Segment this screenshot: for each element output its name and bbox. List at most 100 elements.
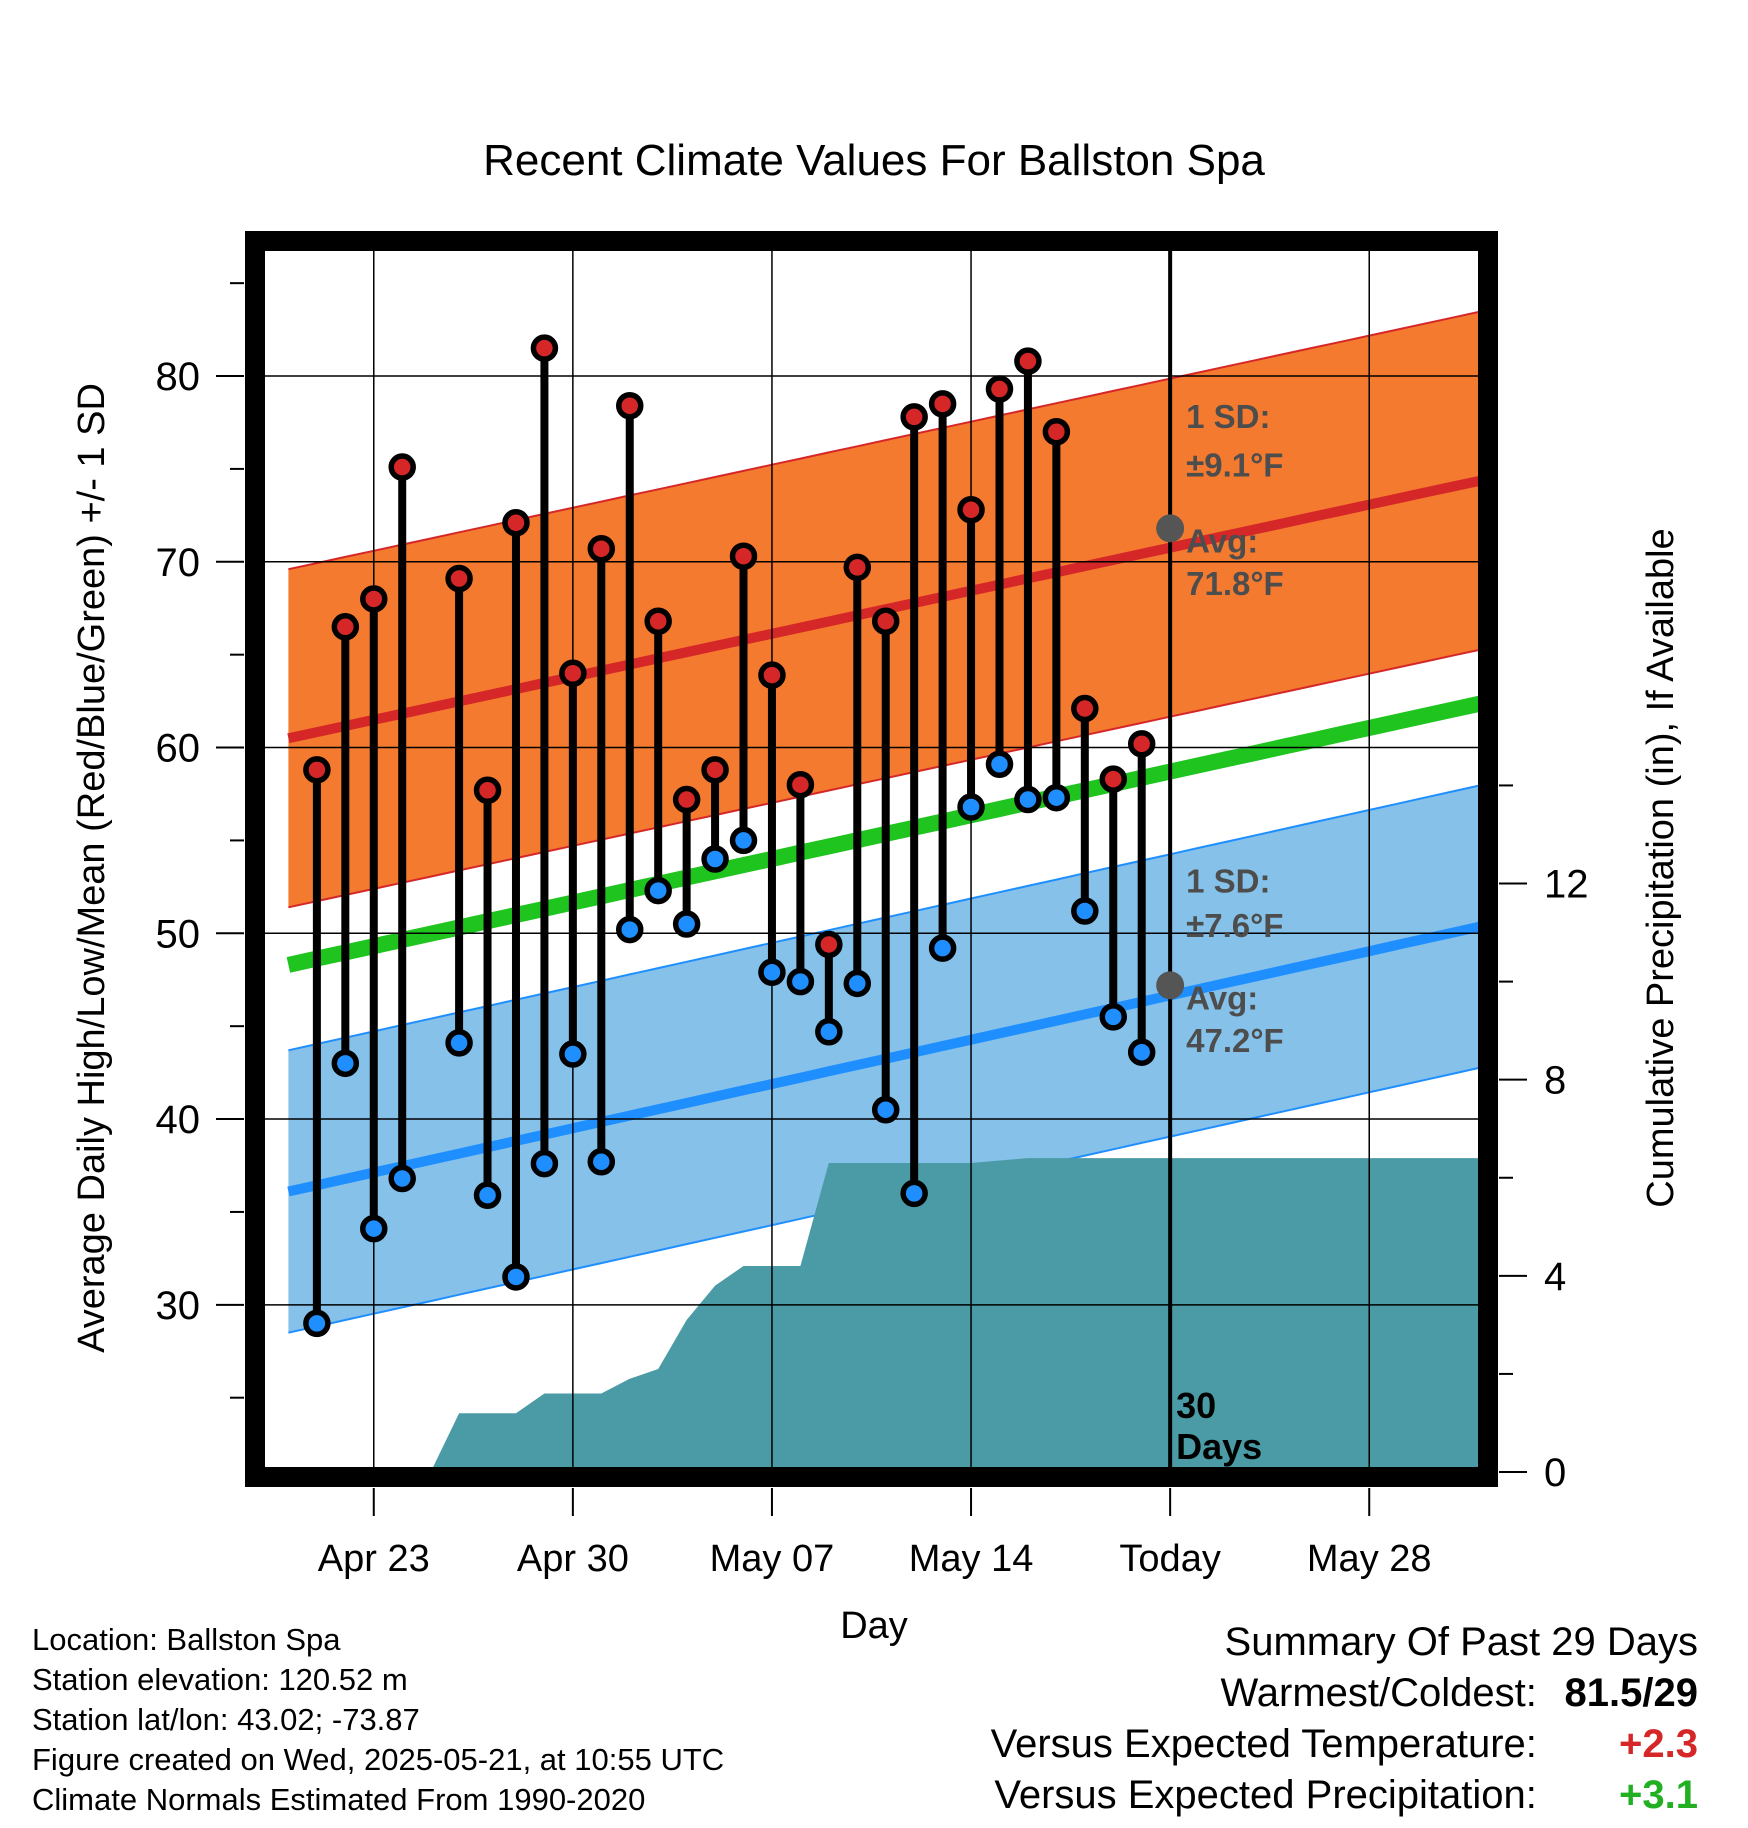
high-sd-value: ±9.1°F: [1186, 446, 1283, 483]
y2-axis-label: Cumulative Precipitation (in), If Availa…: [1640, 528, 1682, 1207]
high-point: [815, 930, 843, 959]
warm-cold-label: Warmest/Coldest:: [1220, 1671, 1537, 1715]
y-tick-label: 30: [156, 1284, 201, 1328]
temp-label: Versus Expected Temperature:: [990, 1722, 1537, 1766]
high-point: [672, 785, 701, 814]
y-tick-label: 50: [156, 912, 201, 956]
low-point: [871, 1096, 900, 1124]
high-sd-upper-line: [288, 310, 1483, 571]
high-point: [928, 390, 957, 418]
today-high-avg-marker: [1156, 514, 1185, 543]
station-info: Location: Ballston Spa Station elevation…: [32, 1620, 724, 1820]
station-latlon: Station lat/lon: 43.02; -73.87: [32, 1702, 420, 1737]
low-point: [1099, 1003, 1128, 1031]
high-point: [1014, 347, 1042, 375]
high-point: [843, 553, 872, 582]
chart-title: Recent Climate Values For Ballston Spa: [483, 136, 1265, 185]
low-point: [900, 1179, 928, 1208]
x-tick-label: May 28: [1307, 1538, 1432, 1580]
low-point: [957, 793, 985, 821]
station-location: Location: Ballston Spa: [32, 1622, 341, 1657]
high-point: [502, 509, 530, 537]
x-tick-label: Apr 30: [517, 1538, 629, 1580]
high-avg-label: Avg:: [1186, 523, 1258, 560]
high-point: [985, 375, 1014, 403]
low-point: [843, 969, 872, 998]
low-avg-label: Avg:: [1186, 979, 1258, 1016]
low-point: [388, 1164, 416, 1193]
low-point: [587, 1148, 616, 1176]
summary-temp: Versus Expected Temperature: +2.3: [991, 1719, 1698, 1770]
plot-frame: [245, 231, 1498, 1487]
period-label-number: 30: [1176, 1385, 1216, 1426]
precip-value: +3.1: [1619, 1773, 1698, 1817]
high-point: [1071, 694, 1099, 723]
high-sd-label: 1 SD:: [1186, 398, 1270, 435]
high-point: [758, 661, 786, 689]
high-point: [587, 535, 616, 563]
low-sd-value: ±7.6°F: [1186, 907, 1283, 944]
temp-value: +2.3: [1619, 1722, 1698, 1766]
x-tick-label: Apr 23: [318, 1538, 430, 1580]
low-point: [758, 958, 786, 987]
low-point: [786, 967, 815, 996]
precip-area: [373, 1158, 1483, 1472]
low-point: [559, 1040, 587, 1068]
low-point: [928, 934, 957, 962]
today-low-avg-marker: [1156, 971, 1185, 1000]
low-point: [1042, 783, 1071, 812]
low-point: [530, 1149, 559, 1178]
summary-precip: Versus Expected Precipitation: +3.1: [991, 1770, 1698, 1821]
low-point: [360, 1214, 388, 1243]
low-point: [615, 915, 644, 944]
high-point: [360, 585, 388, 613]
warm-cold-value: 81.5/29: [1564, 1671, 1698, 1715]
high-point: [900, 403, 928, 431]
high-point: [473, 776, 502, 805]
y-tick-label: 60: [156, 727, 201, 771]
high-point: [786, 770, 815, 799]
high-point: [1127, 730, 1156, 758]
low-point: [1127, 1038, 1156, 1066]
y-axis-label: Average Daily High/Low/Mean (Red/Blue/Gr…: [71, 383, 113, 1353]
high-point: [445, 564, 473, 593]
figure-created: Figure created on Wed, 2025-05-21, at 10…: [32, 1742, 725, 1777]
x-tick-label: Today: [1119, 1538, 1220, 1580]
low-point: [303, 1309, 331, 1338]
high-point: [729, 542, 758, 570]
high-point: [303, 756, 331, 784]
low-point: [331, 1049, 360, 1078]
high-point: [559, 659, 587, 687]
high-point: [1042, 418, 1071, 446]
high-point: [388, 453, 416, 481]
precip-label: Versus Expected Precipitation:: [994, 1773, 1537, 1817]
y-tick-label: 70: [156, 541, 201, 585]
high-point: [615, 392, 644, 420]
low-point: [644, 876, 672, 905]
low-sd-label: 1 SD:: [1186, 862, 1270, 899]
x-tick-label: May 07: [710, 1538, 835, 1580]
summary-warm-cold: Warmest/Coldest: 81.5/29: [991, 1668, 1699, 1719]
low-avg-value: 47.2°F: [1186, 1022, 1284, 1059]
low-point: [672, 910, 701, 938]
station-elevation: Station elevation: 120.52 m: [32, 1662, 408, 1697]
low-point: [985, 750, 1014, 779]
high-point: [530, 334, 559, 362]
low-point: [502, 1263, 530, 1291]
high-point: [331, 613, 360, 641]
high-avg-value: 71.8°F: [1186, 565, 1284, 602]
y-tick-label: 80: [156, 355, 201, 399]
period-label-unit: Days: [1176, 1426, 1262, 1467]
y2-tick-label: 8: [1544, 1059, 1566, 1103]
high-point: [957, 496, 985, 524]
y2-tick-label: 12: [1544, 863, 1589, 907]
y2-tick-label: 4: [1544, 1255, 1566, 1299]
low-point: [473, 1181, 502, 1209]
normals-period: Climate Normals Estimated From 1990-2020: [32, 1782, 646, 1817]
low-point: [701, 845, 729, 873]
high-point: [871, 607, 900, 635]
low-point: [815, 1018, 843, 1046]
y-tick-label: 40: [156, 1098, 201, 1142]
low-point: [1071, 897, 1099, 925]
